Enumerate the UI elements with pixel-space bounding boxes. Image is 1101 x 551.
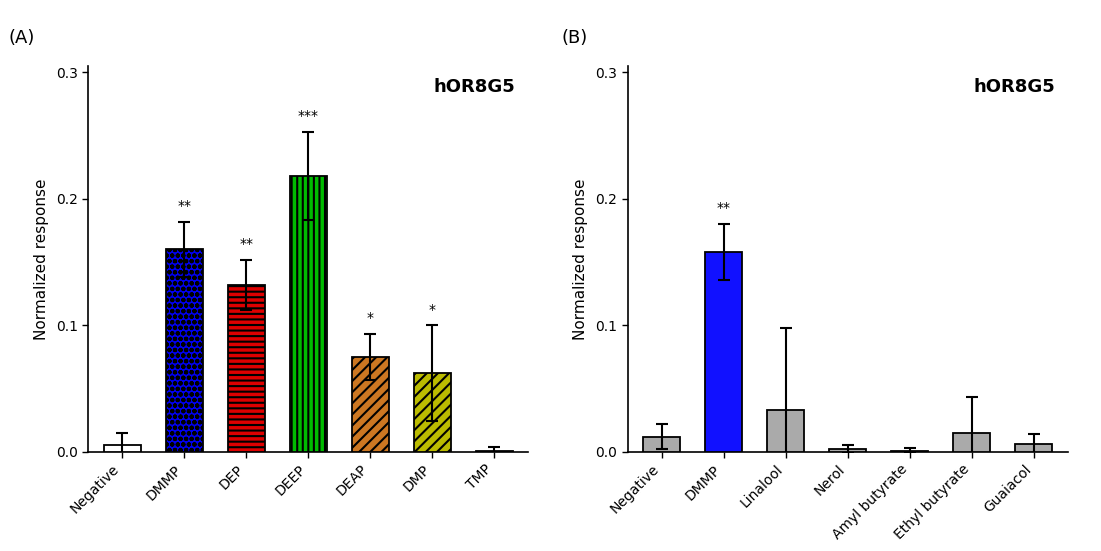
Text: ***: *** (297, 109, 319, 123)
Bar (414, 374, 451, 452)
Text: **: ** (239, 237, 253, 251)
Bar (165, 250, 203, 452)
Bar (228, 285, 265, 452)
Text: hOR8G5: hOR8G5 (434, 78, 515, 96)
Bar (103, 446, 141, 452)
Bar (290, 176, 327, 452)
Y-axis label: Normalized response: Normalized response (574, 178, 588, 340)
Bar (705, 252, 742, 452)
Bar (643, 436, 680, 452)
Text: **: ** (717, 201, 731, 215)
Text: *: * (367, 311, 374, 325)
Bar (953, 433, 991, 452)
Bar (767, 410, 805, 452)
Text: **: ** (177, 199, 192, 213)
Bar (476, 451, 513, 452)
Y-axis label: Normalized response: Normalized response (34, 178, 48, 340)
Text: (A): (A) (9, 29, 35, 47)
Bar (351, 357, 389, 452)
Bar (891, 451, 928, 452)
Text: hOR8G5: hOR8G5 (973, 78, 1055, 96)
Bar (1015, 444, 1053, 452)
Text: *: * (428, 302, 436, 316)
Text: (B): (B) (562, 29, 588, 47)
Bar (829, 449, 866, 452)
